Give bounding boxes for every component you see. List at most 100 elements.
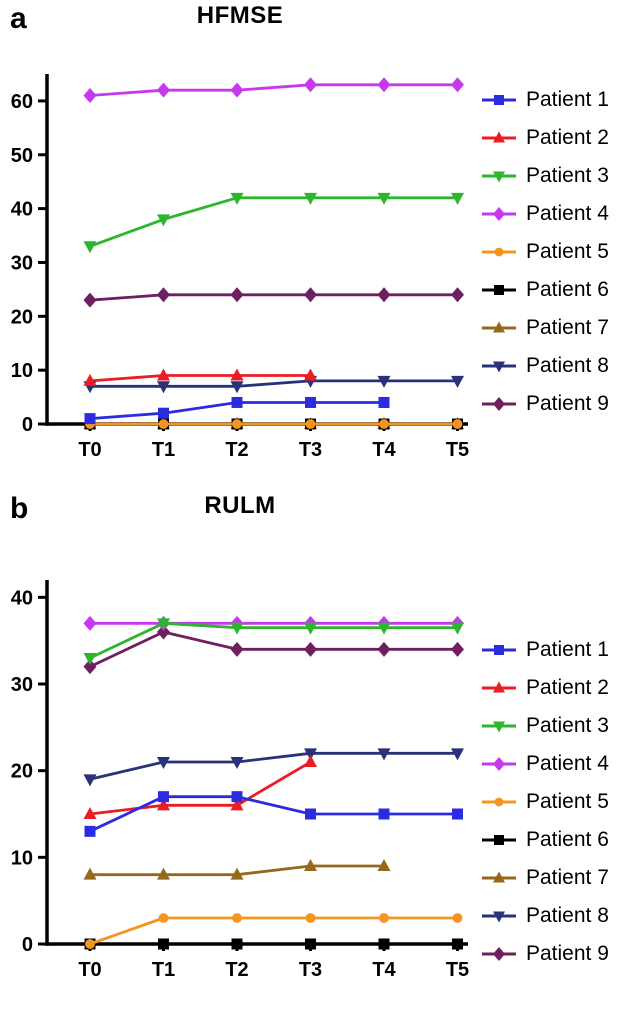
- diamond-marker: [83, 88, 97, 104]
- legend-item-patient-9: Patient 9: [480, 935, 629, 973]
- legend-label: Patient 6: [526, 278, 609, 301]
- square-marker: [494, 645, 504, 655]
- diamond-marker: [377, 287, 391, 303]
- legend-label: Patient 5: [526, 240, 609, 263]
- legend-item-patient-4: Patient 4: [480, 745, 629, 783]
- square-marker: [231, 396, 243, 408]
- x-tick-label: T3: [299, 439, 322, 461]
- x-tick-label: T5: [446, 439, 469, 461]
- square-marker: [494, 285, 504, 295]
- square-marker: [231, 938, 243, 950]
- series-line-patient-3: [89, 621, 458, 660]
- square-marker: [231, 791, 243, 803]
- y-tick-label: 40: [11, 199, 33, 221]
- y-tick-label: 20: [11, 306, 33, 328]
- x-tick-label: T4: [372, 959, 396, 981]
- x-tick-label: T1: [152, 439, 175, 461]
- triangle-up-marker: [304, 755, 317, 767]
- triangle-down-marker: [230, 192, 244, 205]
- y-tick-label: 50: [11, 145, 33, 167]
- legend-label: Patient 8: [526, 904, 609, 927]
- diamond-marker: [157, 82, 170, 98]
- hfmse-plot: 0 10 20 30 40 50 60 T0 T1 T2 T3 T4 T5: [11, 74, 469, 461]
- triangle-down-marker: [377, 192, 391, 205]
- legend-label: Patient 4: [526, 202, 609, 225]
- diamond-marker: [83, 292, 97, 308]
- diamond-marker: [157, 624, 170, 640]
- triangle-up-marker: [493, 131, 505, 143]
- diamond-marker: [157, 287, 170, 303]
- diamond-marker: [451, 287, 464, 303]
- triangle-down-marker: [157, 214, 170, 227]
- legend-diamond-marker-icon: [482, 207, 516, 221]
- legend-circle-marker-icon: [482, 797, 516, 807]
- legend-item-patient-6: Patient 6: [480, 821, 629, 859]
- triangle-down-marker: [304, 192, 317, 205]
- circle-marker: [494, 247, 504, 257]
- triangle-down-marker: [493, 911, 505, 923]
- series-line-patient-9: [89, 293, 458, 302]
- panel-hfmse: a HFMSE 0 10 20 30 40 50 60 T0 T1 T2 T3 T4 T5 Patien…: [0, 0, 629, 480]
- hfmse-chart-row: 0 10 20 30 40 50 60 T0 T1 T2 T3 T4 T5 Patient 1 Patie…: [0, 38, 629, 480]
- square-marker: [305, 396, 316, 408]
- square-marker: [452, 938, 463, 950]
- legend-label: Patient 2: [526, 126, 609, 149]
- legend-label: Patient 9: [526, 392, 609, 415]
- triangle-down-marker: [493, 171, 505, 183]
- triangle-down-marker: [157, 381, 170, 394]
- x-tick-label: T2: [225, 439, 248, 461]
- x-tick-label: T5: [446, 959, 469, 981]
- triangle-down-marker: [83, 774, 97, 787]
- legend-circle-marker-icon: [482, 247, 516, 257]
- hfmse-title: HFMSE: [196, 2, 284, 29]
- diamond-marker: [493, 757, 505, 771]
- triangle-down-marker: [304, 622, 317, 635]
- diamond-marker: [83, 659, 97, 675]
- legend-item-patient-5: Patient 5: [480, 233, 629, 271]
- y-tick-label: 20: [11, 761, 33, 783]
- legend-label: Patient 5: [526, 790, 609, 813]
- legend-label: Patient 1: [526, 638, 609, 661]
- legend-item-patient-3: Patient 3: [480, 157, 629, 195]
- x-tick-label: T3: [299, 959, 322, 981]
- circle-marker: [232, 913, 242, 923]
- series-line-patient-3: [89, 196, 458, 248]
- triangle-up-marker: [83, 867, 97, 880]
- diamond-marker: [230, 287, 244, 303]
- rulm-chart-row: 0 10 20 30 40 T0 T1 T2 T3 T4 T5 Patient 1 Patient 2…: [0, 536, 629, 1006]
- triangle-up-marker: [157, 867, 170, 880]
- legend-item-patient-8: Patient 8: [480, 897, 629, 935]
- legend-triangle-up-marker-icon: [482, 871, 516, 883]
- legend-triangle-up-marker-icon: [482, 321, 516, 333]
- series-line-patient-2: [89, 374, 311, 383]
- y-tick-label: 10: [11, 360, 33, 382]
- triangle-down-marker: [377, 375, 391, 388]
- square-marker: [158, 791, 169, 803]
- triangle-down-marker: [157, 618, 170, 631]
- circle-marker: [158, 913, 169, 923]
- square-marker: [84, 413, 96, 425]
- legend-label: Patient 3: [526, 164, 609, 187]
- triangle-down-marker: [493, 721, 505, 733]
- square-marker: [305, 808, 316, 820]
- triangle-down-marker: [83, 653, 97, 665]
- legend-square-marker-icon: [482, 645, 516, 655]
- legend-triangle-up-marker-icon: [482, 131, 516, 143]
- y-tick-label: 0: [22, 934, 33, 956]
- legend-item-patient-2: Patient 2: [480, 119, 629, 157]
- triangle-up-marker: [83, 373, 97, 386]
- panel-label-b: b: [10, 492, 29, 525]
- triangle-up-marker: [157, 798, 170, 811]
- triangle-down-marker: [451, 192, 464, 205]
- legend-label: Patient 1: [526, 88, 609, 111]
- y-tick-label: 40: [11, 587, 33, 609]
- diamond-marker: [230, 641, 244, 657]
- square-marker: [378, 808, 390, 820]
- square-marker: [158, 407, 169, 419]
- y-tick-label: 30: [11, 674, 33, 696]
- legend-label: Patient 4: [526, 752, 609, 775]
- legend-triangle-down-marker-icon: [482, 361, 516, 373]
- triangle-up-marker: [83, 807, 97, 819]
- legend-triangle-down-marker-icon: [482, 911, 516, 923]
- circle-marker: [379, 419, 389, 429]
